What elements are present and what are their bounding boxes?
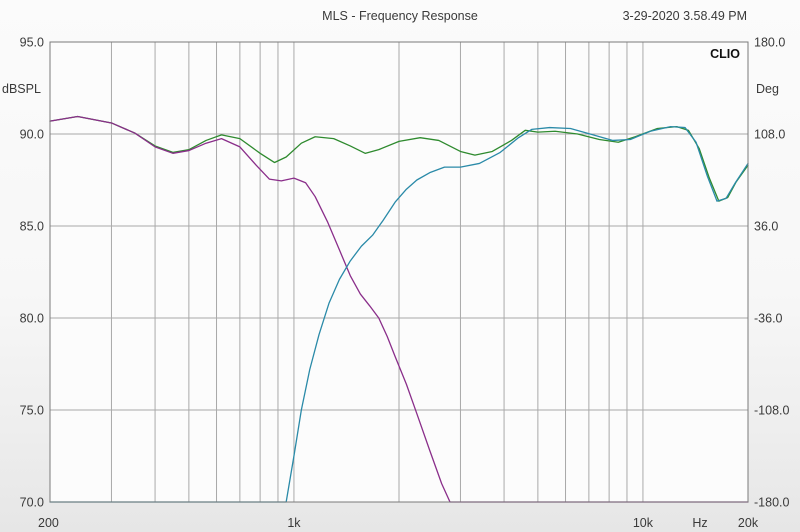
y-tick-label: 75.0 (20, 404, 44, 418)
x-tick-label: 1k (287, 516, 301, 530)
x-tick-label: 10k (633, 516, 654, 530)
brand-label: CLIO (710, 47, 740, 61)
y-tick-label: 80.0 (20, 312, 44, 326)
timestamp: 3-29-2020 3.58.49 PM (623, 9, 747, 23)
series-line-2 (49, 115, 749, 503)
y-tick-label: 90.0 (20, 128, 44, 142)
grid-lines (50, 42, 748, 502)
y2-tick-label: -108.0 (754, 404, 789, 418)
x-tick-label: 20k (738, 516, 759, 530)
series-lines (49, 115, 749, 503)
y2-tick-label: 108.0 (754, 128, 785, 142)
series-line-3 (49, 125, 749, 503)
plot-area (49, 41, 749, 503)
x-unit-label: Hz (692, 516, 707, 530)
y2-tick-label: 180.0 (754, 36, 785, 50)
y-tick-label: 95.0 (20, 36, 44, 50)
chart-title: MLS - Frequency Response (322, 9, 478, 23)
tick-labels: 95.0 90.0 85.0 80.0 75.0 70.0 180.0 108.0 36.0 -3… (20, 36, 790, 531)
y2-tick-label: -36.0 (754, 312, 783, 326)
y-tick-label: 70.0 (20, 496, 44, 510)
y2-tick-label: 36.0 (754, 220, 778, 234)
y-axis-label: dBSPL (2, 82, 41, 96)
x-tick-label: 200 (38, 516, 59, 530)
plot-border (49, 41, 749, 503)
y-tick-label: 85.0 (20, 220, 44, 234)
y2-tick-label: -180.0 (754, 496, 789, 510)
y2-axis-label: Deg (756, 82, 779, 96)
